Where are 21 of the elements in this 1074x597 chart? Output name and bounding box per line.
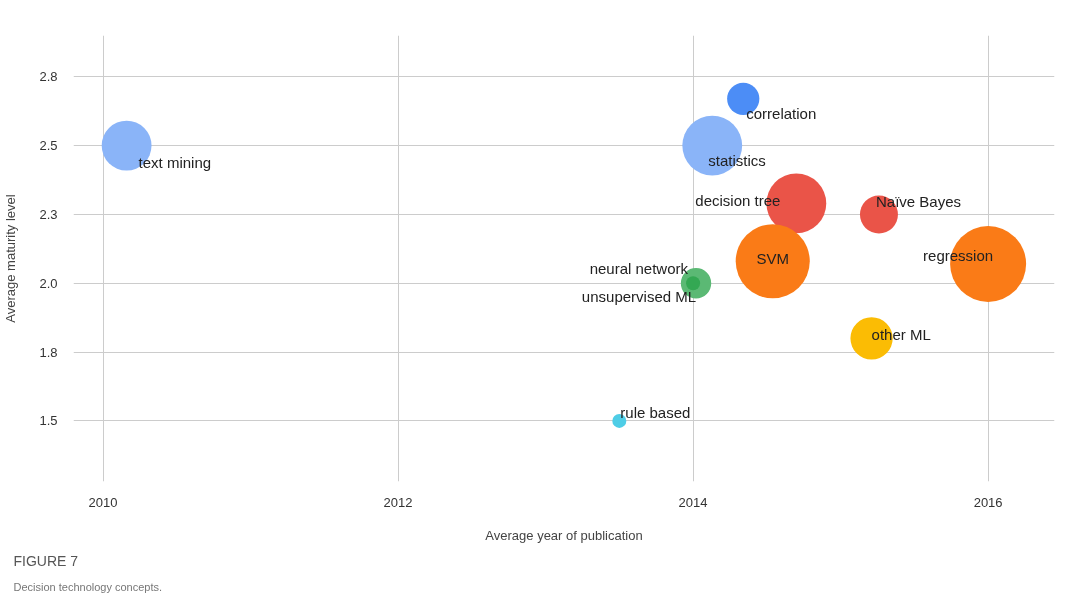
x-tick-label: 2014 <box>678 494 708 510</box>
y-tick-label: 2.3 <box>39 206 58 222</box>
x-tick-label: 2010 <box>88 494 118 510</box>
text: Decision technology concepts. <box>13 580 163 593</box>
series-label: SVM <box>756 249 789 267</box>
series-label: neural network <box>589 259 689 277</box>
y-axis-title: Average maturity level <box>3 194 19 323</box>
caption: FIGURE 7 <box>13 552 79 569</box>
y-tick-label: 1.5 <box>39 413 58 429</box>
y-tick-label: 1.8 <box>39 344 58 360</box>
x-axis-title: Average year of publication <box>485 527 643 543</box>
x-tick-label: 2012 <box>383 494 413 510</box>
series-label: rule based <box>620 404 691 422</box>
y-tick-label: 2.0 <box>39 275 58 291</box>
y-tick-label: 2.5 <box>39 138 58 154</box>
y-tick-label: 2.8 <box>39 69 58 85</box>
series-label: correlation <box>746 105 817 123</box>
series-label: unsupervised ML <box>581 287 697 305</box>
x-tick-label: 2016 <box>973 494 1003 510</box>
series-label: text mining <box>138 154 212 172</box>
series-label: statistics <box>708 152 766 170</box>
